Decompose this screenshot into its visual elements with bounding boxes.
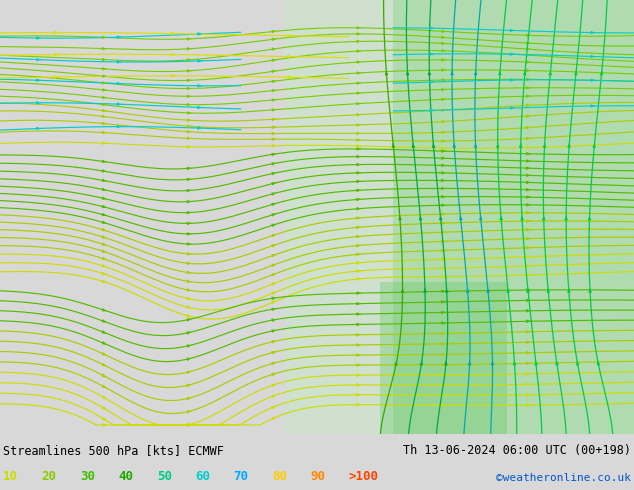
- Text: 80: 80: [272, 470, 287, 483]
- Text: Streamlines 500 hPa [kts] ECMWF: Streamlines 500 hPa [kts] ECMWF: [3, 444, 224, 457]
- Text: 30: 30: [80, 470, 95, 483]
- Text: 60: 60: [195, 470, 210, 483]
- Text: Th 13-06-2024 06:00 UTC (00+198): Th 13-06-2024 06:00 UTC (00+198): [403, 444, 631, 457]
- Polygon shape: [285, 0, 393, 434]
- Polygon shape: [380, 282, 507, 434]
- Text: >100: >100: [349, 470, 378, 483]
- Polygon shape: [393, 0, 634, 434]
- Text: 40: 40: [119, 470, 133, 483]
- Text: 50: 50: [157, 470, 172, 483]
- Text: 20: 20: [42, 470, 56, 483]
- Text: 70: 70: [233, 470, 249, 483]
- Text: ©weatheronline.co.uk: ©weatheronline.co.uk: [496, 473, 631, 483]
- Text: 90: 90: [310, 470, 325, 483]
- Text: 10: 10: [3, 470, 18, 483]
